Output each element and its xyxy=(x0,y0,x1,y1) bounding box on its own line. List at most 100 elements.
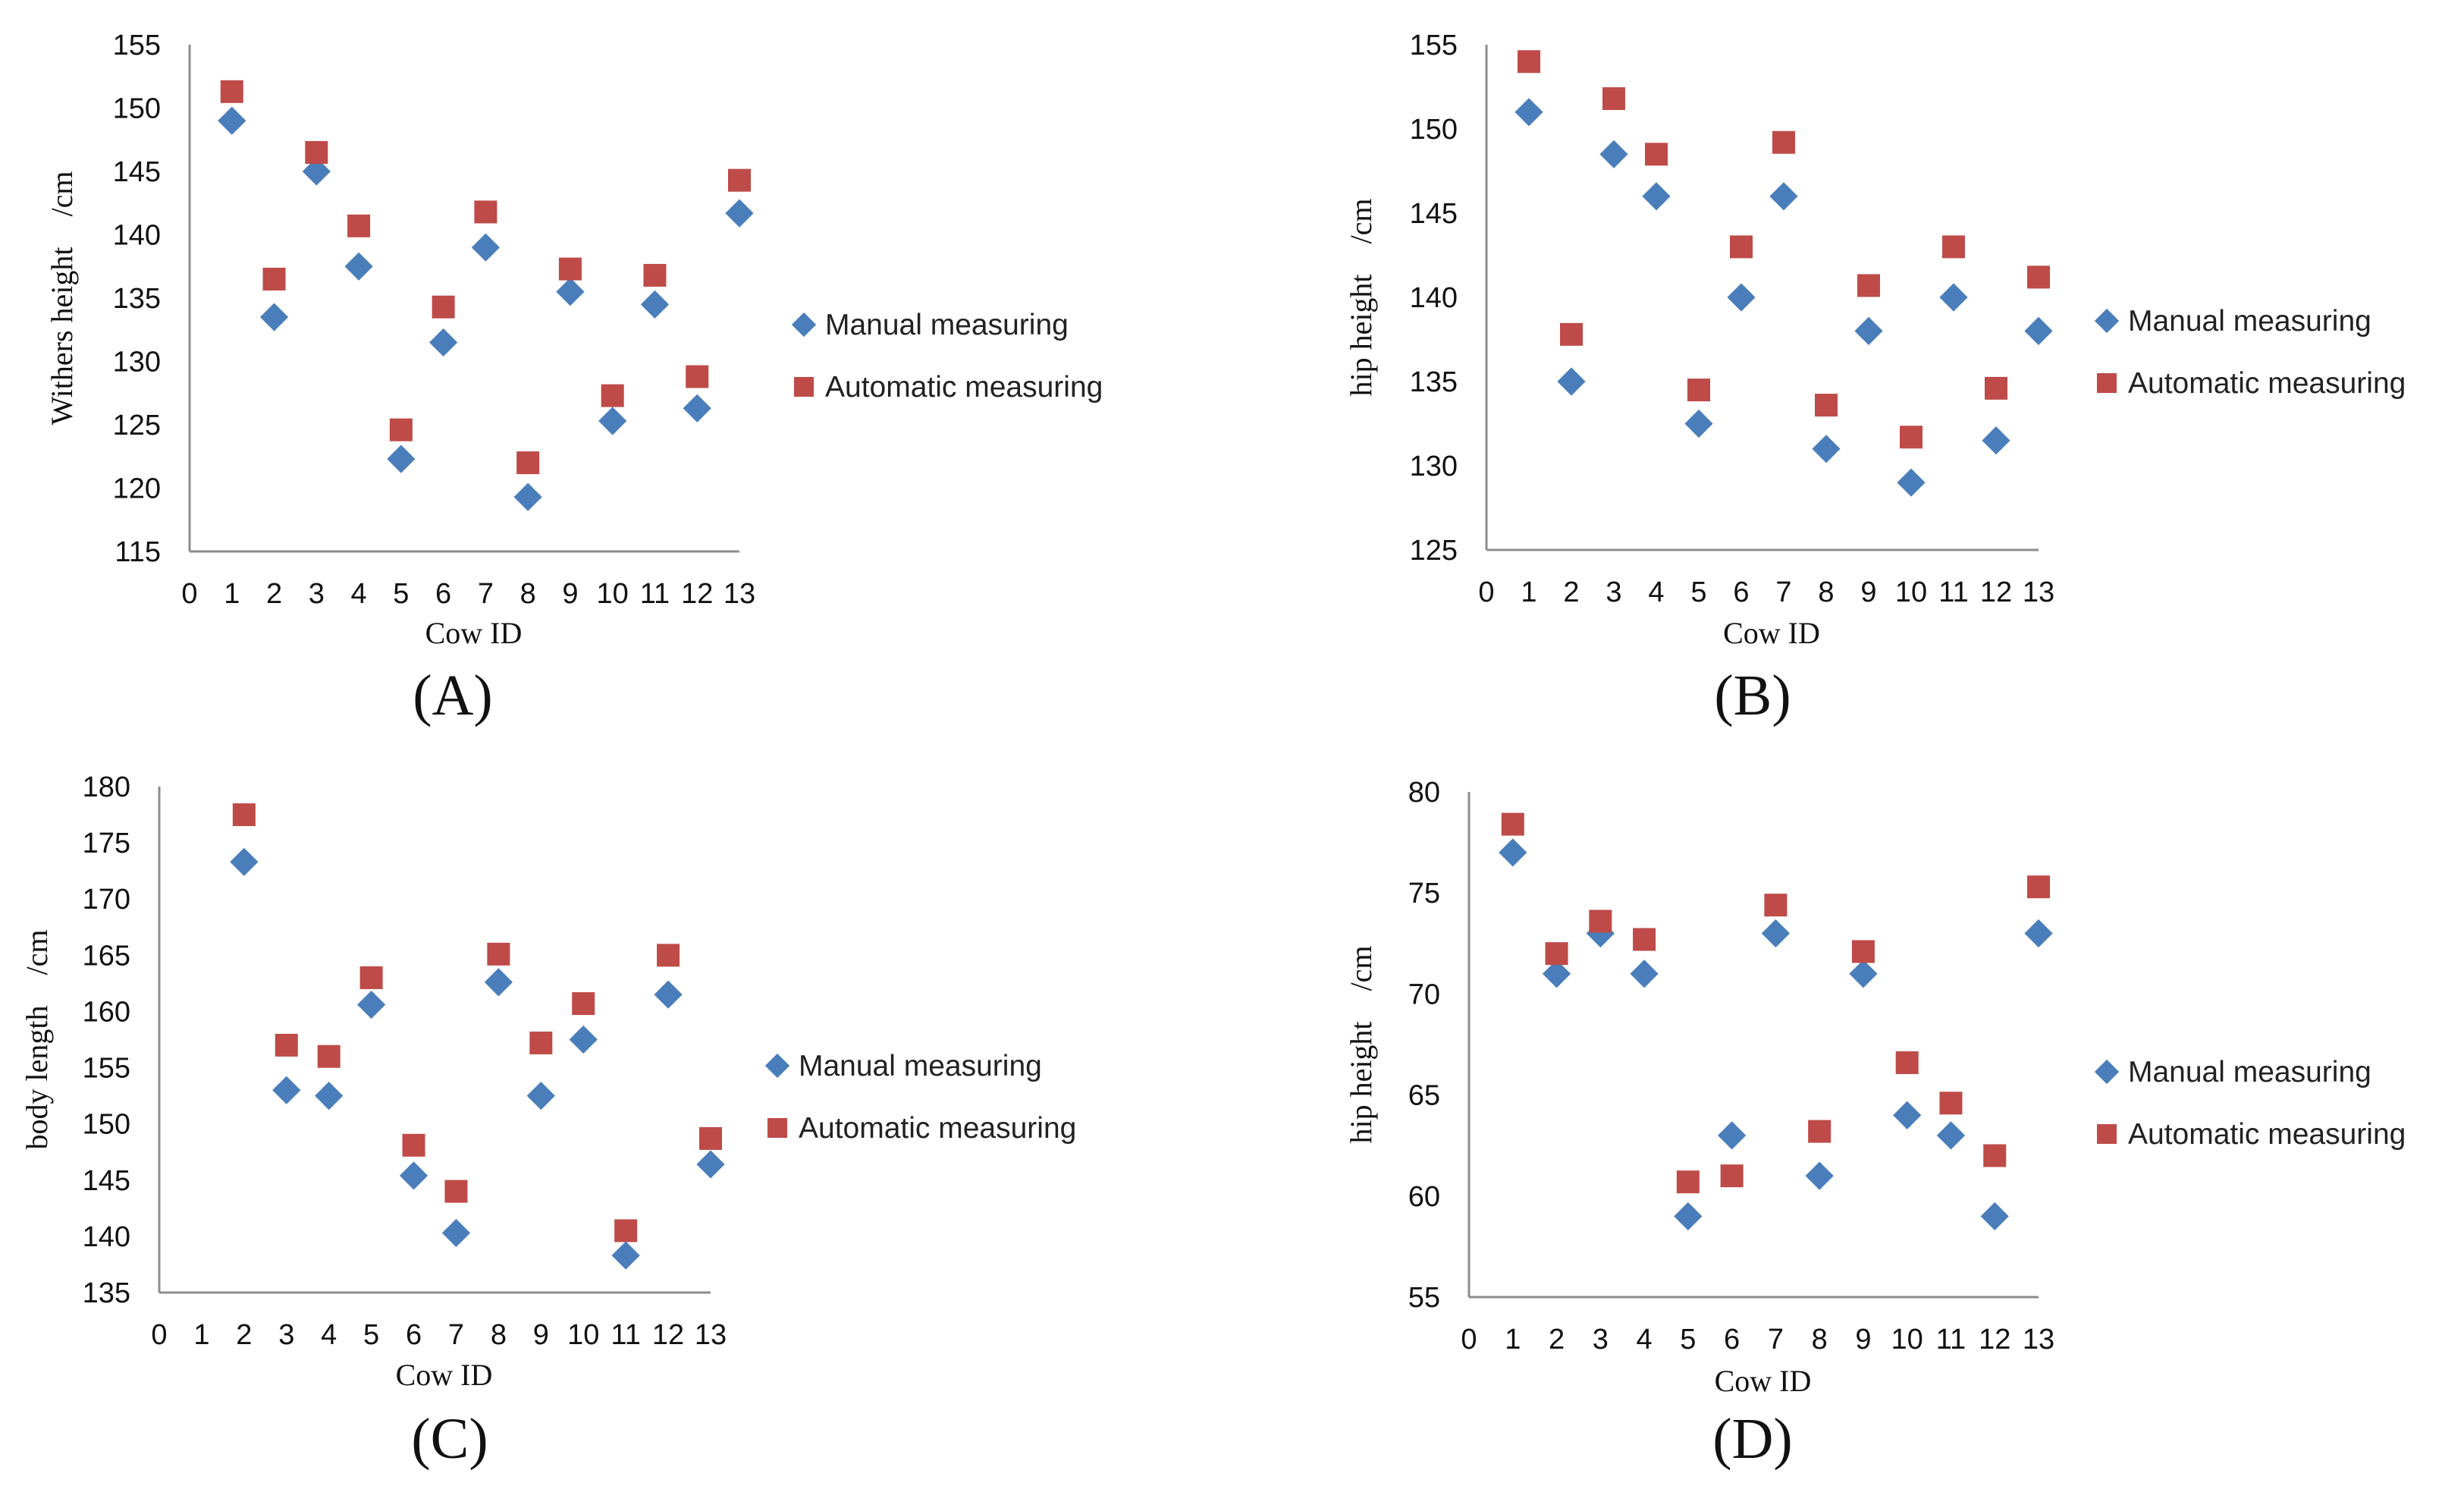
x-tick-label: 2 xyxy=(1549,1324,1565,1356)
automatic-point xyxy=(686,365,709,388)
y-tick-label: 70 xyxy=(1408,979,1440,1010)
automatic-point xyxy=(614,1219,638,1242)
automatic-point xyxy=(2027,875,2050,899)
x-tick-label: 0 xyxy=(1461,1324,1477,1356)
x-tick-label: 8 xyxy=(1818,576,1834,608)
manual-point xyxy=(526,1082,555,1110)
manual-point xyxy=(1674,1202,1703,1231)
automatic-point xyxy=(1633,928,1656,951)
y-tick-label: 75 xyxy=(1408,878,1440,909)
x-tick-label: 13 xyxy=(2023,576,2054,608)
automatic-point xyxy=(601,384,624,407)
automatic-point xyxy=(262,267,286,291)
automatic-point xyxy=(699,1126,722,1150)
y-tick-label: 145 xyxy=(1410,198,1458,230)
legend-label: Manual measuring xyxy=(2128,305,2371,338)
manual-point xyxy=(556,278,585,306)
manual-point xyxy=(1936,1121,1966,1150)
automatic-point xyxy=(1851,940,1875,963)
y-tick-label: 55 xyxy=(1408,1282,1440,1314)
automatic-point xyxy=(657,944,680,967)
automatic-point xyxy=(347,214,371,237)
x-tick-label: 6 xyxy=(406,1319,422,1351)
automatic-point xyxy=(1518,50,1540,74)
panel-caption: (B) xyxy=(1714,664,1791,727)
manual-point xyxy=(259,303,289,331)
panel-caption: (C) xyxy=(411,1407,488,1471)
x-tick-label: 8 xyxy=(1812,1324,1828,1356)
y-tick-label: 135 xyxy=(83,1277,130,1309)
automatic-point xyxy=(275,1033,298,1057)
automatic-point xyxy=(572,992,595,1016)
legend-automatic-icon xyxy=(794,377,814,397)
manual-point xyxy=(1684,409,1713,438)
x-tick-label: 2 xyxy=(236,1319,252,1351)
x-tick-label: 12 xyxy=(1979,1324,2010,1356)
y-tick-label: 125 xyxy=(113,410,161,441)
automatic-point xyxy=(389,418,413,441)
x-tick-label: 1 xyxy=(193,1319,209,1351)
x-tick-label: 10 xyxy=(1891,1324,1923,1356)
manual-point xyxy=(1630,960,1659,988)
y-tick-label: 135 xyxy=(113,283,161,315)
automatic-point xyxy=(1939,1092,1963,1115)
legend-label: Automatic measuring xyxy=(2128,1118,2406,1151)
automatic-point xyxy=(1764,894,1788,917)
automatic-point xyxy=(1895,1051,1919,1074)
manual-point xyxy=(357,990,386,1019)
manual-point xyxy=(1542,960,1571,988)
x-tick-label: 2 xyxy=(1563,576,1579,608)
automatic-point xyxy=(1676,1170,1700,1194)
x-tick-label: 5 xyxy=(363,1319,379,1351)
x-tick-label: 11 xyxy=(640,578,670,610)
automatic-point xyxy=(558,257,582,281)
manual-point xyxy=(654,980,683,1009)
legend-manual-icon xyxy=(791,312,817,338)
y-tick-label: 135 xyxy=(1410,366,1458,398)
manual-point xyxy=(484,968,513,997)
x-tick-label: 7 xyxy=(478,578,494,610)
y-tick-label: 150 xyxy=(113,93,161,125)
manual-point xyxy=(2024,316,2053,345)
manual-point xyxy=(1849,960,1878,988)
manual-point xyxy=(683,394,711,423)
x-tick-label: 6 xyxy=(1724,1324,1740,1356)
automatic-point xyxy=(529,1031,553,1054)
x-tick-label: 7 xyxy=(1775,576,1791,608)
y-tick-label: 150 xyxy=(1410,114,1458,146)
automatic-point xyxy=(1808,1120,1832,1143)
x-tick-label: 5 xyxy=(393,578,409,610)
automatic-point xyxy=(1560,322,1583,346)
automatic-point xyxy=(516,451,540,475)
manual-point xyxy=(1557,367,1586,396)
automatic-point xyxy=(1857,274,1880,297)
manual-point xyxy=(1514,98,1543,127)
y-tick-label: 125 xyxy=(1410,535,1458,567)
manual-point xyxy=(598,407,627,435)
automatic-point xyxy=(728,168,751,192)
x-tick-label: 8 xyxy=(520,578,536,610)
y-tick-label: 180 xyxy=(83,771,130,803)
x-tick-label: 3 xyxy=(278,1319,294,1351)
automatic-point xyxy=(444,1180,468,1203)
automatic-point xyxy=(1545,942,1568,966)
legend-manual-icon xyxy=(2094,308,2120,334)
automatic-point xyxy=(402,1133,425,1157)
x-tick-label: 5 xyxy=(1690,576,1706,608)
x-tick-label: 2 xyxy=(266,578,282,610)
manual-point xyxy=(640,290,670,319)
x-tick-label: 10 xyxy=(597,578,629,610)
automatic-point xyxy=(359,966,383,989)
x-tick-label: 7 xyxy=(1768,1324,1784,1356)
manual-point xyxy=(344,252,373,281)
x-tick-label: 11 xyxy=(611,1319,640,1351)
x-tick-label: 1 xyxy=(1521,576,1536,608)
manual-point xyxy=(399,1161,428,1190)
manual-point xyxy=(315,1082,344,1110)
automatic-point xyxy=(487,942,510,966)
legend-label: Manual measuring xyxy=(799,1050,1042,1082)
x-tick-label: 0 xyxy=(151,1319,167,1351)
